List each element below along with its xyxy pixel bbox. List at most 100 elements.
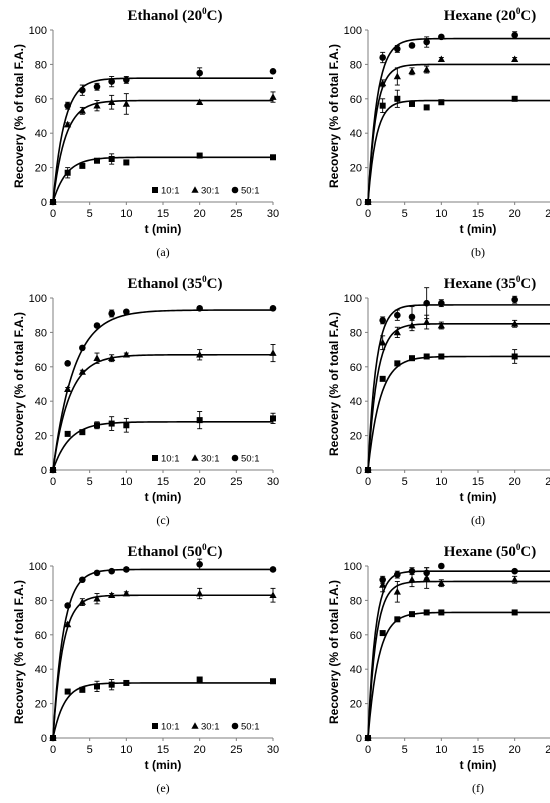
chart-title-superscript: 0 [516,6,521,16]
chart-title: Ethanol (350C) [128,274,223,292]
x-tick-label: 5 [402,744,408,756]
y-tick-label: 40 [350,664,362,676]
y-tick-label: 80 [350,327,362,339]
series-50-1 [364,562,550,742]
x-tick-label: 30 [267,208,279,220]
data-point [394,360,401,367]
legend-label: 10:1 [161,454,180,465]
x-tick-label: 15 [157,208,169,220]
y-tick-label: 20 [350,163,362,175]
data-point [270,678,276,685]
legend-marker [231,186,239,194]
x-tick-label: 0 [50,476,56,488]
x-tick-label: 0 [365,744,371,756]
data-point [364,466,372,474]
fit-curve [367,570,550,739]
data-point [93,354,101,361]
data-point [511,353,518,360]
y-tick-label: 20 [350,431,362,443]
x-tick-label: 5 [87,476,93,488]
panel-caption: (a) [156,245,169,259]
data-point [379,79,387,87]
data-point [511,320,519,327]
data-point [93,83,101,91]
data-point [108,591,116,599]
data-point [511,95,518,102]
y-tick-label: 20 [350,699,362,711]
x-tick-label: 25 [545,208,550,220]
x-tick-label: 15 [472,476,484,488]
series-30-1 [364,567,550,741]
data-point [394,571,401,578]
data-point [49,466,57,474]
data-point [423,104,430,111]
y-tick-label: 100 [344,293,362,305]
legend-label: 50:1 [241,722,260,733]
data-point [122,100,130,107]
y-tick-label: 60 [350,630,362,642]
data-point [437,579,445,586]
data-point [78,598,86,605]
chart-title-main: Hexane (20 [444,8,516,24]
data-point [123,308,130,316]
x-tick-label: 15 [157,744,169,756]
fit-curve [367,37,550,203]
data-point [409,611,415,618]
data-point [196,589,204,597]
x-tick-label: 25 [545,744,550,756]
x-tick-label: 10 [120,208,132,220]
data-point [196,350,204,358]
y-tick-label: 40 [350,128,362,140]
series-50-1 [49,305,277,474]
data-point [93,101,101,109]
data-point [408,67,416,75]
x-tick-label: 25 [230,208,242,220]
data-point [94,683,100,690]
x-tick-label: 30 [267,476,279,488]
panel-caption: (f) [472,781,484,795]
data-point [196,152,203,159]
fit-curve [367,611,550,739]
series-10-1 [50,676,276,741]
data-point [379,102,386,109]
y-tick-label: 0 [41,733,47,745]
legend-marker [191,186,199,193]
x-tick-label: 25 [545,476,550,488]
x-tick-label: 0 [365,208,371,220]
chart-title: Hexane (200C) [444,6,536,24]
y-axis-label: Recovery (% of total F.A.) [327,580,341,724]
y-tick-label: 80 [35,327,47,339]
data-point [438,299,445,307]
x-tick-label: 30 [267,744,279,756]
series-50-1 [364,31,550,206]
data-point [123,159,130,166]
legend-marker [191,454,199,461]
data-point [64,602,71,609]
data-point [108,567,115,575]
chart-title-end: C) [520,544,536,560]
data-point [379,630,386,637]
data-point [393,588,401,595]
legend-label: 30:1 [201,454,220,465]
data-point [79,162,86,169]
y-axis-label: Recovery (% of total F.A.) [327,312,341,456]
series-30-1 [49,587,277,741]
x-axis-label: t (min) [145,758,182,772]
data-point [79,429,86,436]
data-point [196,417,203,424]
data-point [423,353,430,360]
data-point [123,566,130,573]
series-10-1 [50,411,276,473]
data-point [511,575,519,583]
y-tick-label: 40 [35,664,47,676]
y-tick-label: 80 [35,595,47,607]
x-tick-label: 15 [472,744,484,756]
data-point [394,311,401,319]
data-point [108,420,115,427]
y-tick-label: 100 [29,561,47,573]
chart-title-main: Hexane (50 [444,544,516,560]
chart-title-superscript: 0 [202,274,207,284]
panel-caption: (e) [156,781,169,795]
data-point [108,310,115,317]
x-tick-label: 25 [230,744,242,756]
